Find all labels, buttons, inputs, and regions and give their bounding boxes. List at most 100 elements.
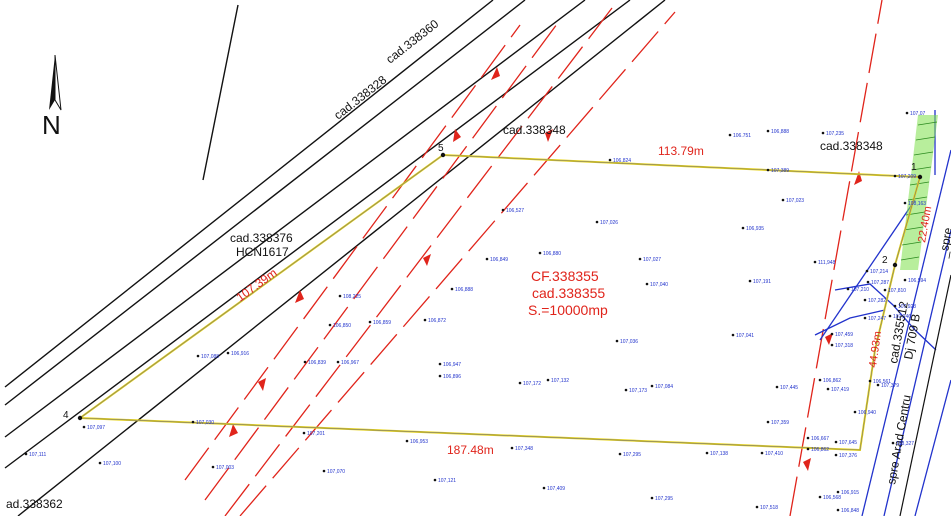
elevation-label: 106,839 [308, 360, 326, 366]
elevation-label: 107,201 [307, 431, 325, 437]
elevation-point [226, 351, 230, 355]
elevation-label: 107,359 [771, 420, 789, 426]
elevation-label: 106,527 [506, 208, 524, 214]
distance-right-lower: 44.93m [867, 330, 884, 368]
hatch [915, 136, 936, 141]
elevation-label: 107,287 [871, 280, 889, 286]
elevation-point [303, 360, 307, 364]
elevation-label: 107,121 [438, 478, 456, 484]
elevation-point [196, 354, 200, 358]
hatch [907, 196, 928, 201]
elevation-label: 106,848 [841, 508, 859, 514]
elevation-point [368, 320, 372, 324]
elevation-point [846, 287, 850, 291]
elevation-point [546, 378, 550, 382]
elevation-label: 107,097 [87, 425, 105, 431]
vertex-markers [77, 152, 923, 421]
elevation-point [328, 323, 332, 327]
elevation-point [813, 260, 817, 264]
elevation-point [645, 282, 649, 286]
utility-line [789, 0, 883, 516]
elevation-point [903, 278, 907, 282]
elevation-point [893, 174, 897, 178]
elevation-label: 107,295 [623, 452, 641, 458]
elevation-point [211, 465, 215, 469]
vertex-number: 2 [882, 255, 888, 266]
road-edge [914, 379, 951, 516]
elevation-label: 107,928 [898, 304, 916, 310]
elevation-point [82, 425, 86, 429]
elevation-label: 107,132 [551, 378, 569, 384]
elevation-label: 106,896 [443, 374, 461, 380]
road-edge [861, 149, 951, 516]
elevation-point [830, 332, 834, 336]
elevation-label: 106,967 [341, 360, 359, 366]
elevation-label: 108,327 [896, 441, 914, 447]
elevation-label: 107,084 [655, 384, 673, 390]
elevation-point [336, 360, 340, 364]
elevation-label: 107,645 [839, 440, 857, 446]
parcel-label-338360: cad.338360 [383, 17, 441, 67]
elevation-label: 107,318 [835, 343, 853, 349]
elevation-point [615, 339, 619, 343]
vertex-point [77, 415, 83, 421]
parcel-label-338328: cad.338328 [331, 73, 389, 123]
elevation-label: 107,214 [870, 269, 888, 275]
road-edge-black [899, 274, 951, 516]
boundary-line [202, 4, 239, 181]
elevation-label: 106,888 [771, 129, 789, 135]
elevation-label: 107,07 [910, 111, 926, 117]
elevation-point [760, 451, 764, 455]
elevation-label: 106,667 [811, 436, 829, 442]
elevation-point [903, 201, 907, 205]
elevation-point [818, 495, 822, 499]
elevation-label: 106,849 [490, 257, 508, 263]
main-parcel-cf: CF.338355 [531, 268, 599, 284]
elevation-point [818, 378, 822, 382]
distance-bottom: 187.48m [447, 443, 494, 457]
arrowhead [545, 129, 553, 142]
elevation-point [834, 453, 838, 457]
elevation-point [405, 439, 409, 443]
vertex-number: 1 [911, 162, 917, 173]
elevation-label: 106,940 [858, 410, 876, 416]
elevation-label: 107,111 [29, 452, 47, 458]
elevation-point [485, 257, 489, 261]
elevation-point [836, 490, 840, 494]
elevation-point [893, 304, 897, 308]
north-arrow: N [42, 54, 62, 140]
elevation-point [868, 379, 872, 383]
elevation-label: 107,459 [835, 332, 853, 338]
utility-line [184, 24, 521, 481]
elevation-point [423, 318, 427, 322]
elevation-label: 106,947 [443, 362, 461, 368]
elevation-point [836, 508, 840, 512]
elevation-point [766, 420, 770, 424]
vertex-number: 4 [63, 410, 69, 421]
elevation-point [830, 343, 834, 347]
elevation-point [863, 298, 867, 302]
elevation-label: 108,225 [343, 294, 361, 300]
parcel-label-338362: ad.338362 [6, 497, 63, 511]
arrowhead [825, 333, 833, 345]
elevation-point [433, 478, 437, 482]
elevation-label: 107,026 [600, 220, 618, 226]
hatch [900, 256, 920, 261]
elevation-point [748, 279, 752, 283]
elevation-point [338, 294, 342, 298]
elevation-label: 107,088 [201, 354, 219, 360]
elevation-point [728, 133, 732, 137]
vertex-point [440, 152, 446, 158]
elevation-label: 107,138 [710, 451, 728, 457]
elevation-label: 107,376 [839, 453, 857, 459]
elevation-point [766, 168, 770, 172]
elevation-point [883, 288, 887, 292]
parcel-label-hcn: HCN1617 [236, 245, 289, 259]
elevation-point [888, 314, 892, 318]
elevation-label: 107,389 [771, 168, 789, 174]
hatch [917, 121, 938, 126]
elevation-label: 107,419 [831, 387, 849, 393]
parcel-label-338376: cad.338376 [230, 231, 293, 245]
boundary-line [4, 0, 526, 406]
elevation-label: 106,888 [455, 287, 473, 293]
